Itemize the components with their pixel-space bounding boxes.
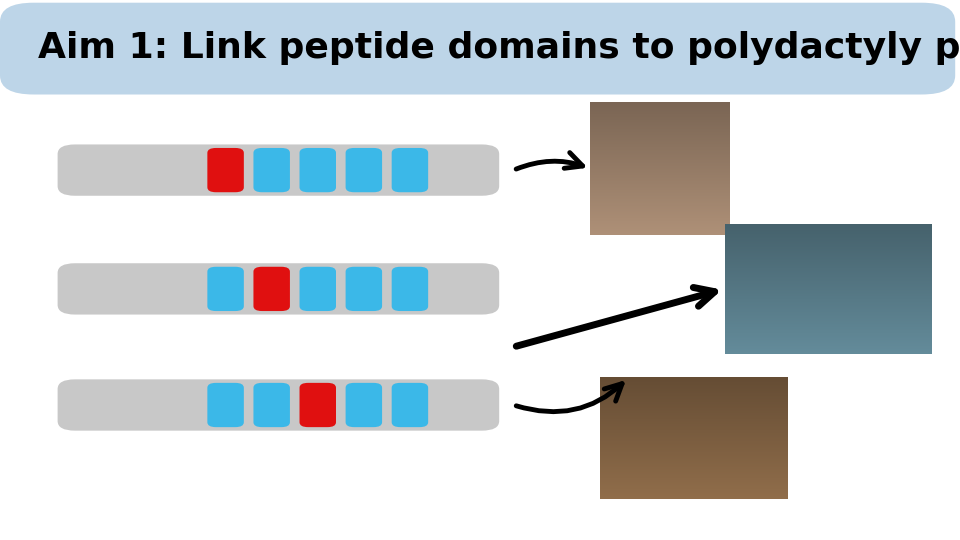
FancyBboxPatch shape: [392, 148, 428, 192]
FancyBboxPatch shape: [58, 263, 499, 314]
FancyBboxPatch shape: [300, 383, 336, 427]
FancyBboxPatch shape: [253, 148, 290, 192]
FancyBboxPatch shape: [346, 267, 382, 311]
FancyBboxPatch shape: [253, 267, 290, 311]
Text: Aim 1: Link peptide domains to polydactyly phenotypes: Aim 1: Link peptide domains to polydacty…: [38, 31, 960, 64]
FancyBboxPatch shape: [346, 148, 382, 192]
FancyBboxPatch shape: [207, 267, 244, 311]
FancyBboxPatch shape: [0, 3, 955, 94]
FancyBboxPatch shape: [58, 379, 499, 431]
FancyBboxPatch shape: [392, 383, 428, 427]
FancyBboxPatch shape: [300, 267, 336, 311]
FancyBboxPatch shape: [392, 267, 428, 311]
FancyBboxPatch shape: [300, 148, 336, 192]
FancyBboxPatch shape: [346, 383, 382, 427]
FancyBboxPatch shape: [207, 383, 244, 427]
FancyBboxPatch shape: [58, 144, 499, 195]
FancyBboxPatch shape: [253, 383, 290, 427]
FancyBboxPatch shape: [207, 148, 244, 192]
